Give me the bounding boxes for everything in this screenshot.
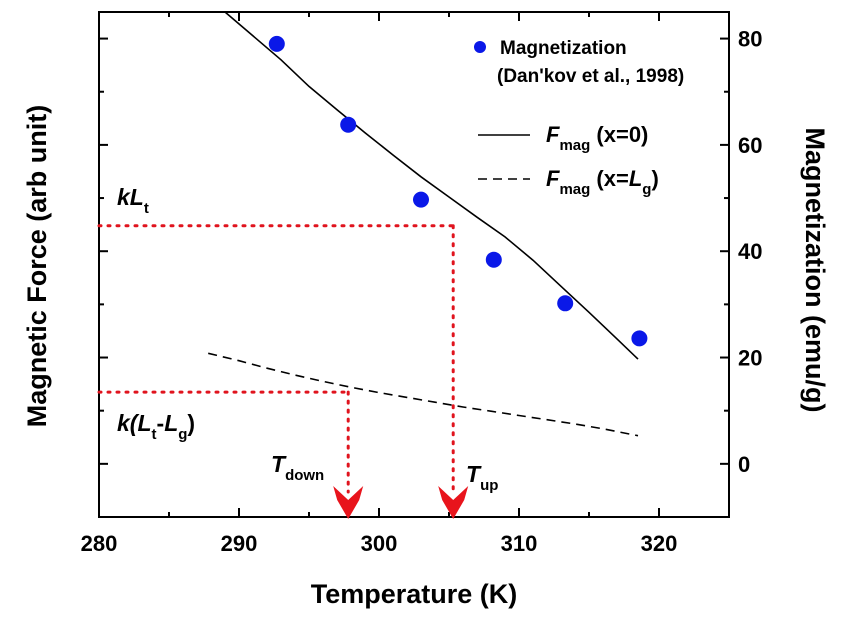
y-right-tick-label: 60 [738,133,762,158]
legend-marker-magnetization [474,41,486,53]
annotation-kLt-Lg: k(Lt-Lg) [117,410,195,443]
x-axis-title: Temperature (K) [311,579,518,609]
magnetization-point [268,35,285,52]
x-tick-label: 320 [641,531,678,556]
temperature-arrows [333,486,469,519]
legend-source: (Dan'kov et al., 1998) [497,66,684,87]
magnetization-point [340,116,357,133]
y-left-axis-title: Magnetic Force (arb unit) [22,105,52,428]
annotation-kLt: kLt [117,184,149,217]
annotation-tdown: Tdown [271,451,324,484]
reference-lines [97,224,455,494]
magnetization-points [268,35,648,347]
y-right-tick-label: 40 [738,239,762,264]
magnetization-point [557,295,574,312]
y-right-tick-labels: 0 20 40 60 80 [738,27,762,477]
y-right-axis-title: Magnetization (emu/g) [800,128,830,413]
arrow-head-tdown [333,486,364,519]
axis-ticks [98,12,730,518]
legend-label-fmag-xlg: Fmag (x=Lg) [546,166,659,198]
y-right-tick-label: 80 [738,27,762,52]
magnetization-point [631,330,648,347]
legend-label-fmag-x0: Fmag (x=0) [546,122,648,154]
x-tick-label: 290 [221,531,258,556]
x-tick-label: 300 [361,531,398,556]
series-line-fmag-xlg [208,352,639,437]
magnetization-point [485,251,502,268]
annotation-tup: Tup [466,461,498,494]
y-right-tick-label: 0 [738,452,750,477]
magnetization-point [413,191,429,208]
series-line-fmag-x0 [224,11,639,360]
x-tick-label: 310 [501,531,538,556]
legend-label-magnetization: Magnetization [500,38,627,59]
arrow-head-tup [438,486,469,519]
y-right-tick-label: 20 [738,346,762,371]
x-tick-label: 280 [81,531,118,556]
x-tick-labels: 280 290 300 310 320 [81,531,678,556]
plot-frame [98,11,730,518]
